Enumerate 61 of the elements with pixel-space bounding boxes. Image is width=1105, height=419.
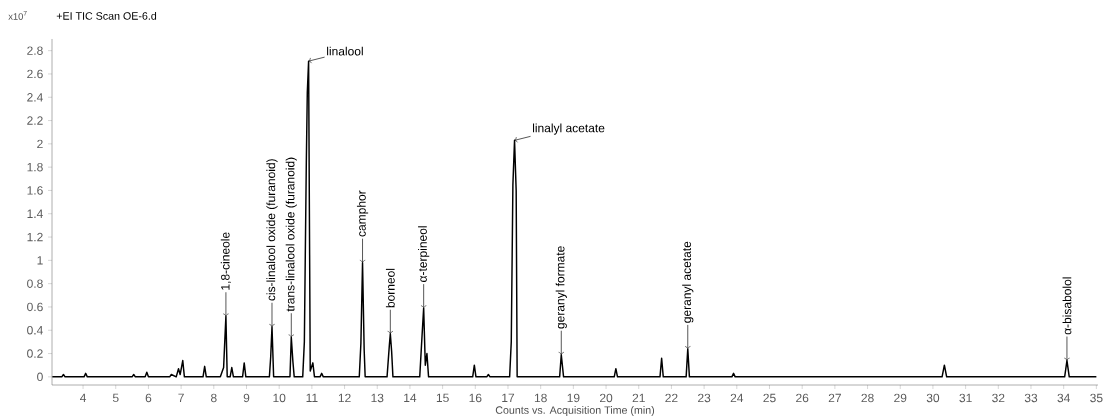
annotation: geranyl formate bbox=[555, 246, 567, 329]
x-tick-label: 13 bbox=[371, 393, 384, 403]
x-tick-label: 35 bbox=[1090, 393, 1103, 403]
x-tick-label: 10 bbox=[273, 393, 286, 403]
y-tick-label: 1.2 bbox=[27, 232, 43, 242]
x-tick-label: 21 bbox=[632, 393, 645, 403]
annotation: α-bisabolol bbox=[1062, 277, 1072, 335]
annotation: geranyl acetate bbox=[682, 241, 694, 323]
x-tick-label: 33 bbox=[1024, 393, 1038, 403]
y-tick-label: 0.6 bbox=[27, 302, 43, 312]
x-tick-label: 17 bbox=[502, 393, 515, 402]
annotation: linalyl acetate bbox=[533, 123, 605, 135]
x-tick-label: 14 bbox=[404, 393, 417, 402]
x-tick-label: 22 bbox=[665, 393, 678, 403]
x-axis-title: Counts vs. Acquisition Time (min) bbox=[495, 406, 655, 416]
y-tick-label: 2.6 bbox=[27, 69, 43, 79]
x-tick-label: 6 bbox=[145, 393, 152, 403]
annotation: cis-linalool oxide (furanoid) bbox=[266, 159, 278, 301]
y-tick-label: 0 bbox=[37, 372, 43, 382]
annotation: borneol bbox=[385, 268, 395, 308]
x-tick-label: 29 bbox=[894, 393, 907, 403]
annotation: 1,8-cineole bbox=[220, 232, 232, 290]
annotation: trans-linalool oxide (furanoid) bbox=[285, 157, 297, 312]
x-tick-label: 28 bbox=[861, 393, 874, 403]
y-tick-label: 0.8 bbox=[27, 279, 43, 288]
y-tick-label: 0.2 bbox=[27, 349, 43, 358]
x-tick-label: 34 bbox=[1057, 393, 1070, 403]
x-tick-label: 8 bbox=[211, 393, 217, 403]
y-tick-label: 2.8 bbox=[27, 46, 43, 55]
y-tick-label: 2 bbox=[37, 139, 43, 149]
x-tick-label: 12 bbox=[338, 393, 351, 403]
annotation: camphor bbox=[356, 190, 369, 237]
y-axis-title: x10$^{7}$ bbox=[8, 11, 27, 20]
x-tick-label: 24 bbox=[730, 393, 744, 403]
x-tick-label: 32 bbox=[992, 393, 1005, 403]
x-tick-label: 7 bbox=[178, 393, 184, 402]
y-tick-label: 1 bbox=[37, 256, 43, 265]
y-tick-label: 2.2 bbox=[27, 116, 43, 125]
x-tick-label: 19 bbox=[567, 393, 580, 403]
x-tick-label: 9 bbox=[243, 393, 250, 403]
x-tick-label: 5 bbox=[112, 393, 119, 403]
x-tick-label: 15 bbox=[436, 393, 449, 403]
x-tick-label: 25 bbox=[763, 393, 776, 403]
x-tick-label: 31 bbox=[959, 393, 972, 403]
x-tick-label: 18 bbox=[534, 393, 547, 403]
x-tick-label: 27 bbox=[828, 393, 841, 403]
y-tick-label: 2.4 bbox=[27, 93, 43, 102]
x-tick-label: 26 bbox=[796, 393, 809, 403]
x-tick-label: 23 bbox=[698, 393, 711, 403]
y-tick-label: 0.4 bbox=[27, 325, 43, 335]
annotation: α-terpineol bbox=[418, 226, 430, 282]
x-tick-label: 20 bbox=[599, 393, 613, 403]
annotation: linalool bbox=[327, 46, 363, 56]
chart-title: +EI TIC Scan OE-6.d bbox=[56, 11, 157, 20]
x-tick-label: 30 bbox=[926, 393, 940, 403]
y-tick-label: 1.4 bbox=[27, 209, 43, 218]
y-tick-label: 1.6 bbox=[27, 186, 43, 195]
x-tick-label: 4 bbox=[80, 393, 87, 402]
x-tick-label: 11 bbox=[306, 393, 318, 402]
y-tick-label: 1.8 bbox=[27, 162, 43, 172]
x-tick-label: 16 bbox=[469, 393, 482, 403]
